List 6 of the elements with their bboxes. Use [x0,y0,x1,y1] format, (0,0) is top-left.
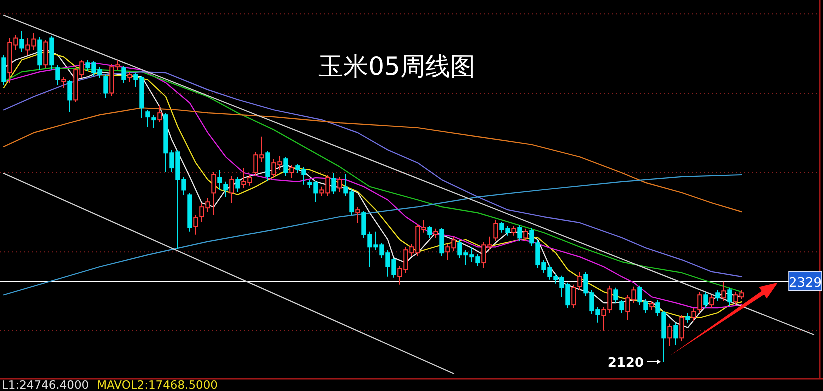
text: 玉米05周线图 [318,52,476,81]
annotation: MAVOL2:17468.5000 [97,378,218,391]
ref-label: 2329 [788,272,822,292]
annotation: 2329 [788,276,822,291]
annotation: L1:24746.4000 [2,378,90,391]
annotation: 2120 [608,356,644,371]
